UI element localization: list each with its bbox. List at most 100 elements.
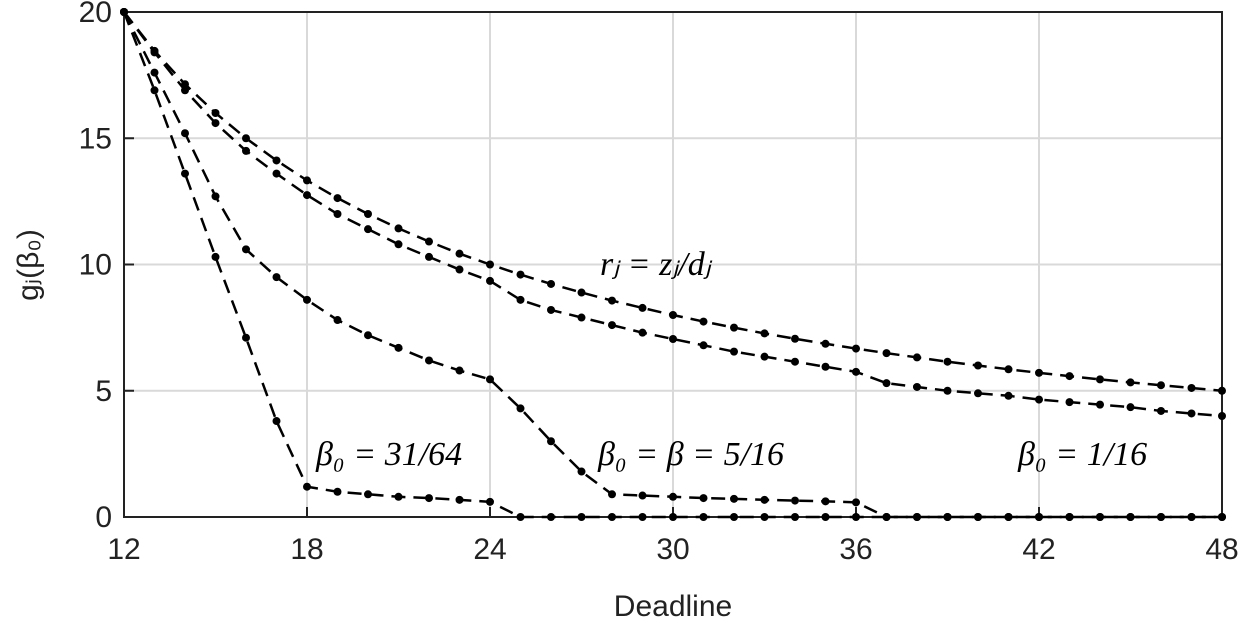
data-point (913, 382, 921, 391)
data-point (516, 513, 525, 521)
data-point (150, 48, 159, 57)
data-point (364, 331, 372, 340)
data-point (1004, 365, 1013, 374)
data-point (760, 513, 769, 521)
data-point (852, 498, 860, 507)
data-point (1126, 513, 1135, 521)
data-point (699, 494, 708, 503)
data-point (425, 252, 433, 261)
data-point (577, 513, 586, 521)
data-point (1035, 513, 1043, 521)
data-point (1187, 409, 1196, 418)
data-point (791, 334, 799, 343)
data-point (303, 176, 311, 185)
data-point (1126, 403, 1135, 412)
data-point (760, 495, 769, 504)
data-point (1065, 513, 1074, 521)
y-tick-label: 15 (79, 122, 112, 155)
data-point (730, 494, 738, 503)
data-point (852, 344, 860, 353)
x-tick-label: 36 (839, 533, 872, 566)
data-point (333, 210, 342, 218)
series-label: β₀ = 31/64 (315, 436, 462, 473)
y-tick-label: 0 (95, 501, 112, 534)
data-point (516, 404, 525, 413)
data-point (303, 295, 311, 304)
data-point (974, 361, 982, 370)
data-point (882, 379, 891, 388)
data-point (272, 417, 281, 426)
data-point (699, 513, 708, 521)
data-point (516, 270, 525, 279)
data-point (760, 329, 769, 338)
data-point (791, 513, 799, 521)
data-point (1096, 513, 1104, 521)
data-point (272, 156, 281, 165)
data-point (242, 134, 250, 143)
data-point (1035, 395, 1043, 404)
data-point (181, 86, 189, 95)
data-point (730, 513, 738, 521)
data-point (120, 8, 128, 16)
x-tick-label: 30 (656, 533, 689, 566)
data-point (943, 513, 952, 521)
data-point (486, 276, 494, 285)
data-point (882, 349, 891, 358)
data-point (181, 169, 189, 178)
data-point (913, 513, 921, 521)
data-point (608, 490, 616, 499)
x-axis-label: Deadline (614, 590, 732, 623)
data-point (577, 313, 586, 322)
data-point (638, 328, 647, 337)
x-tick-label: 48 (1205, 533, 1238, 566)
data-point (394, 343, 403, 352)
data-point (577, 288, 586, 297)
data-point (821, 362, 830, 371)
data-point (1004, 513, 1013, 521)
data-point (1187, 513, 1196, 521)
data-point (730, 323, 738, 332)
data-point (242, 245, 250, 254)
data-point (455, 366, 464, 375)
x-tick-label: 24 (473, 533, 506, 566)
data-point (364, 225, 372, 234)
data-point (211, 119, 220, 128)
data-point (1157, 381, 1165, 390)
data-point (760, 352, 769, 361)
data-point (364, 210, 372, 218)
data-point (1126, 378, 1135, 387)
series-label: β₀ = 1/16 (1017, 436, 1147, 473)
data-point (1096, 400, 1104, 409)
data-point (303, 191, 311, 200)
data-point (364, 490, 372, 499)
data-point (211, 252, 220, 261)
data-point (150, 86, 159, 95)
data-point (943, 386, 952, 395)
y-tick-label: 20 (79, 0, 112, 29)
data-point (1157, 513, 1165, 521)
x-tick-label: 42 (1022, 533, 1055, 566)
data-point (852, 513, 860, 521)
data-point (1065, 372, 1074, 381)
data-point (150, 68, 159, 77)
data-point (272, 169, 281, 178)
data-point (1218, 386, 1226, 395)
data-point (1096, 375, 1104, 384)
data-point (1187, 383, 1196, 392)
data-point (821, 339, 830, 348)
data-point (882, 513, 891, 521)
data-point (333, 316, 342, 325)
y-tick-label: 10 (79, 249, 112, 282)
series-label: β₀ = β = 5/16 (597, 436, 784, 473)
data-point (1218, 412, 1226, 420)
data-point (425, 356, 433, 365)
data-point (669, 513, 677, 521)
y-axis-label: gⱼ(β₀) (12, 229, 45, 301)
x-tick-label: 18 (290, 533, 323, 566)
data-point (455, 249, 464, 258)
data-point (608, 296, 616, 305)
data-point (486, 497, 494, 506)
data-point (272, 273, 281, 282)
data-point (1004, 391, 1013, 400)
